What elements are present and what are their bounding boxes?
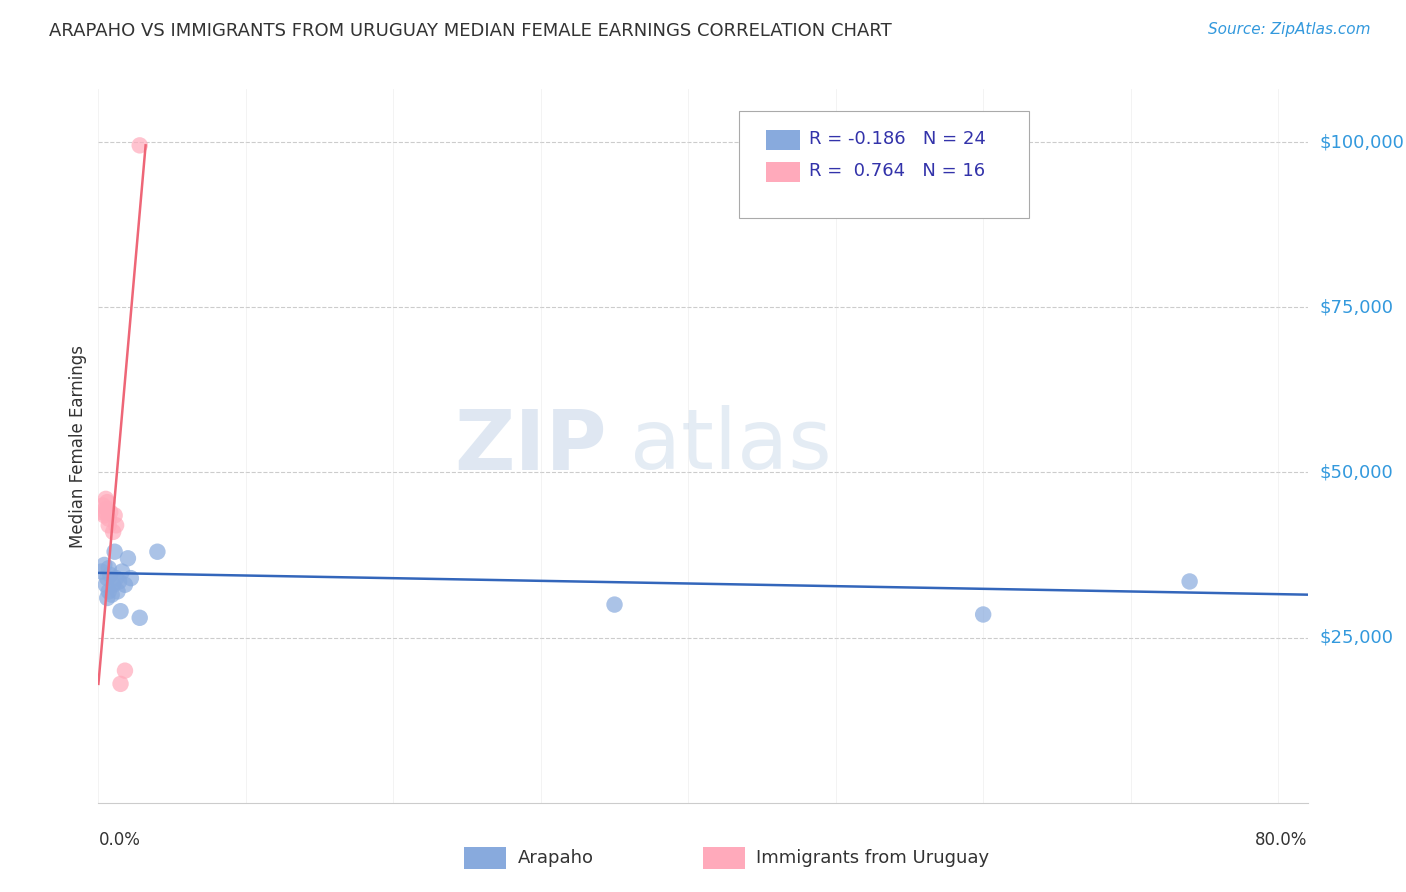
- Text: Immigrants from Uruguay: Immigrants from Uruguay: [756, 849, 990, 867]
- Point: [105, 571, 128, 585]
- Point: [101, 578, 124, 592]
- Point: [96, 495, 118, 509]
- Point: [105, 518, 128, 533]
- Text: ZIP: ZIP: [454, 406, 606, 486]
- Point: [93, 558, 115, 572]
- Point: [93, 508, 115, 523]
- Point: [94, 578, 117, 592]
- Text: $25,000: $25,000: [1320, 629, 1393, 647]
- Text: $100,000: $100,000: [1320, 133, 1405, 151]
- Point: [91, 499, 114, 513]
- FancyBboxPatch shape: [740, 111, 1029, 218]
- Point: [107, 584, 129, 599]
- Point: [97, 518, 120, 533]
- Point: [1178, 574, 1201, 589]
- Point: [603, 598, 626, 612]
- Point: [117, 551, 139, 566]
- Text: atlas: atlas: [630, 406, 832, 486]
- Point: [90, 565, 112, 579]
- Point: [98, 505, 121, 519]
- Point: [114, 664, 136, 678]
- Point: [96, 571, 118, 585]
- Point: [146, 545, 169, 559]
- Point: [97, 511, 120, 525]
- Text: $50,000: $50,000: [1320, 464, 1393, 482]
- Point: [111, 565, 134, 579]
- Point: [104, 545, 127, 559]
- Text: R = -0.186   N = 24: R = -0.186 N = 24: [810, 130, 986, 148]
- Point: [96, 501, 118, 516]
- Point: [114, 578, 136, 592]
- Point: [94, 491, 117, 506]
- Point: [110, 604, 132, 618]
- Point: [128, 138, 150, 153]
- Point: [101, 524, 124, 539]
- Point: [90, 505, 112, 519]
- Point: [98, 567, 121, 582]
- Point: [96, 591, 118, 605]
- Text: 0.0%: 0.0%: [98, 831, 141, 849]
- Point: [97, 561, 120, 575]
- Text: R =  0.764   N = 16: R = 0.764 N = 16: [810, 162, 986, 180]
- Point: [108, 574, 131, 589]
- Text: Arapaho: Arapaho: [517, 849, 593, 867]
- FancyBboxPatch shape: [766, 162, 800, 182]
- Point: [972, 607, 994, 622]
- Point: [94, 505, 117, 519]
- Point: [128, 611, 150, 625]
- FancyBboxPatch shape: [766, 130, 800, 150]
- Text: Source: ZipAtlas.com: Source: ZipAtlas.com: [1208, 22, 1371, 37]
- Point: [110, 677, 132, 691]
- Text: 80.0%: 80.0%: [1256, 831, 1308, 849]
- Point: [104, 508, 127, 523]
- Point: [100, 588, 122, 602]
- Text: $75,000: $75,000: [1320, 298, 1393, 317]
- Point: [97, 584, 120, 599]
- Point: [120, 571, 142, 585]
- Text: ARAPAHO VS IMMIGRANTS FROM URUGUAY MEDIAN FEMALE EARNINGS CORRELATION CHART: ARAPAHO VS IMMIGRANTS FROM URUGUAY MEDIA…: [49, 22, 891, 40]
- Y-axis label: Median Female Earnings: Median Female Earnings: [69, 344, 87, 548]
